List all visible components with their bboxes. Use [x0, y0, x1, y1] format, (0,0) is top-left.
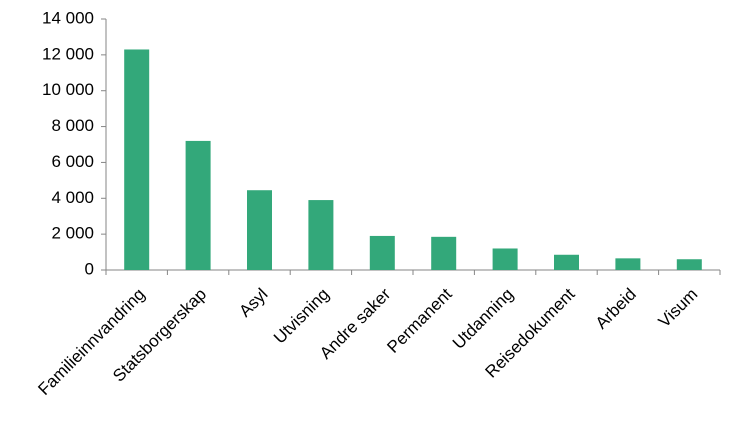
x-tick-label: Utvisning: [270, 285, 333, 348]
x-tick-label: Permanent: [383, 284, 455, 356]
bar: [308, 200, 334, 270]
bar: [615, 258, 641, 270]
y-tick-label: 10 000: [42, 80, 94, 99]
bar: [554, 254, 579, 270]
bar: [431, 236, 457, 270]
y-tick-label: 12 000: [42, 44, 94, 63]
y-tick-label: 14 000: [42, 8, 94, 27]
bar: [369, 235, 395, 270]
bar: [185, 140, 211, 270]
x-tick-label: Asyl: [235, 285, 271, 321]
y-tick-label: 0: [85, 259, 94, 278]
x-tick-label: Familieinnvandring: [34, 285, 148, 399]
x-tick-label: Visum: [655, 285, 702, 332]
bar: [676, 259, 702, 270]
y-tick-label: 8 000: [51, 116, 94, 135]
bar: [247, 190, 272, 270]
y-tick-label: 4 000: [51, 188, 94, 207]
bar: [492, 248, 518, 270]
y-tick-label: 2 000: [51, 224, 94, 243]
x-tick-label: Arbeid: [592, 285, 640, 333]
bar: [124, 49, 150, 270]
y-tick-label: 6 000: [51, 152, 94, 171]
